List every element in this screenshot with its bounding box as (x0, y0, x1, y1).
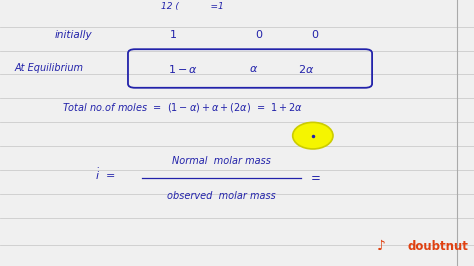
Text: 12 (           =1: 12 ( =1 (161, 2, 224, 11)
Text: doubtnut: doubtnut (408, 240, 468, 252)
Text: $\alpha$: $\alpha$ (249, 64, 258, 74)
Text: =: = (310, 172, 320, 185)
Text: 0: 0 (255, 30, 262, 40)
Text: initially: initially (55, 30, 92, 40)
Text: observed  molar mass: observed molar mass (167, 191, 276, 201)
Text: $2\alpha$: $2\alpha$ (298, 63, 314, 75)
Text: $1-\alpha$: $1-\alpha$ (168, 63, 198, 75)
Text: Normal  molar mass: Normal molar mass (173, 156, 271, 166)
Text: Total no.of moles  =  $(1-\alpha) + \alpha + (2\alpha)$  =  $1 + 2\alpha$: Total no.of moles = $(1-\alpha) + \alpha… (62, 101, 303, 114)
Ellipse shape (293, 122, 333, 149)
Text: 0: 0 (312, 30, 319, 40)
Text: At Equilibrium: At Equilibrium (14, 63, 83, 73)
Text: $\dot{i}$  =: $\dot{i}$ = (95, 167, 115, 182)
Text: ♪: ♪ (377, 239, 386, 253)
Text: 1: 1 (170, 30, 176, 40)
